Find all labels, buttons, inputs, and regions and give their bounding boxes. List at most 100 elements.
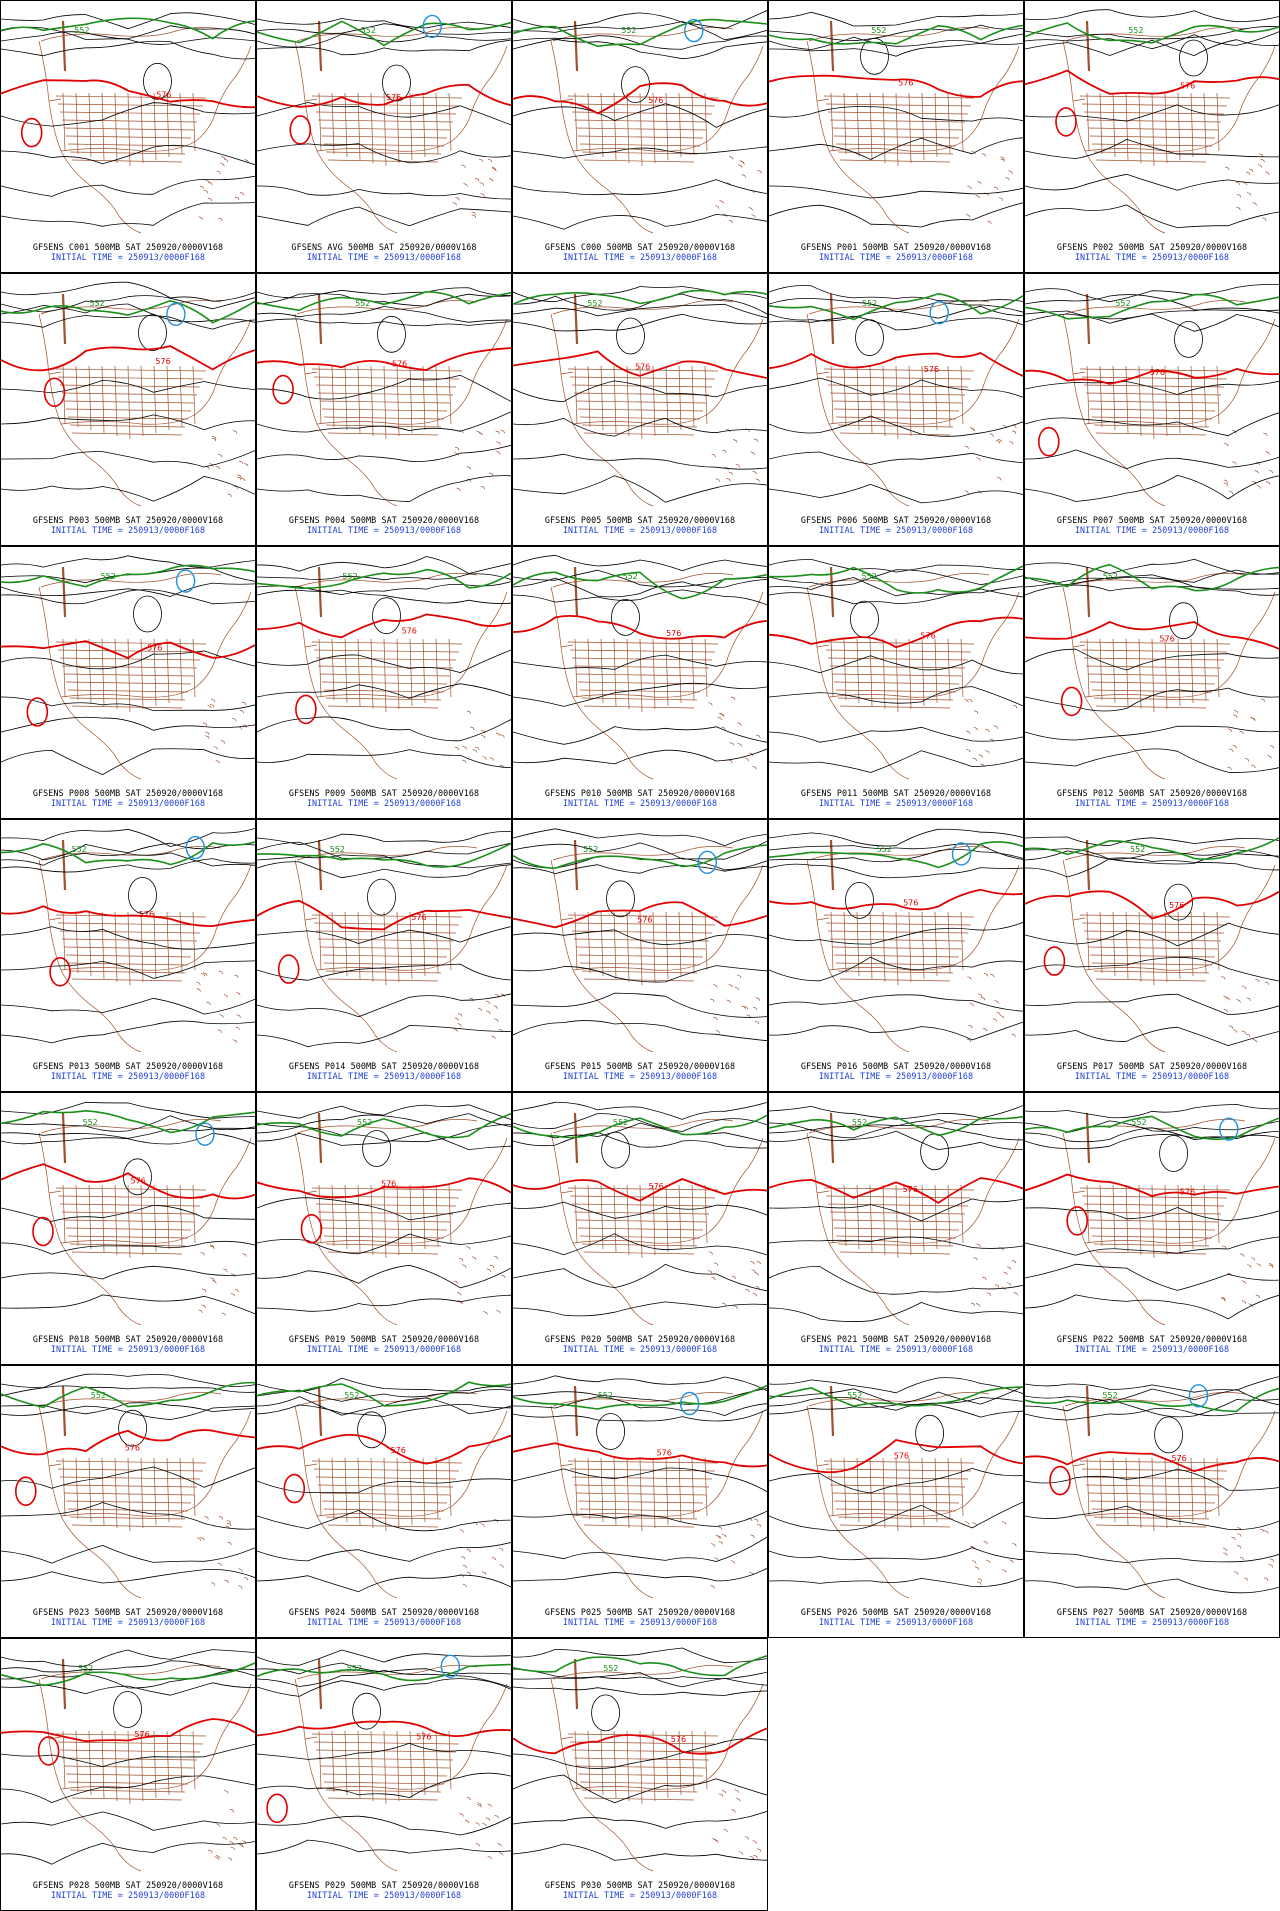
level-label: 500MB	[1118, 242, 1150, 252]
ensemble-panel: 576 552 GFSENS P018 500MB SAT 250920/0000V…	[0, 1092, 256, 1365]
ensemble-panel: 576 552 GFSENS P026 500MB SAT 250920/0000V…	[768, 1365, 1024, 1638]
contour-576-closed	[1055, 107, 1077, 137]
panel-caption-member: GFSENS P003 500MB SAT 250920/0000V168	[1, 515, 255, 525]
height-contour-map: 576 552	[1025, 836, 1279, 1053]
member-name: GFSENS P026	[800, 1607, 863, 1617]
contour-label-576: 576	[134, 1730, 149, 1739]
height-contour-map: 576 552	[257, 287, 511, 507]
contour-label-552: 552	[72, 845, 87, 854]
contour-576	[769, 1177, 1023, 1204]
panel-caption-initial-time: INITIAL TIME = 250913/0000F168	[50, 798, 206, 808]
valid-label: SAT 250920/0000V168	[893, 1061, 992, 1071]
member-name: GFSENS P003	[32, 515, 95, 525]
height-contour-map: 576 552	[1, 1649, 255, 1872]
ensemble-panel: 576 552 GFSENS P020 500MB SAT 250920/0000V…	[512, 1092, 768, 1365]
contour-label-576: 576	[1172, 1454, 1187, 1463]
member-name: GFSENS P009	[288, 788, 351, 798]
contour-552	[513, 1384, 767, 1410]
height-contours	[769, 1377, 1023, 1588]
height-contour-map: 576 552	[513, 828, 767, 1053]
contour-label-576: 576	[402, 626, 417, 635]
contour-label-552: 552	[83, 1118, 98, 1127]
contour-label-576: 576	[649, 1182, 664, 1191]
contour-label-552: 552	[623, 572, 638, 581]
height-contour-map: 576 552	[1025, 9, 1279, 234]
contour-label-576: 576	[1159, 634, 1174, 643]
panel-caption-member: GFSENS P024 500MB SAT 250920/0000V168	[257, 1607, 511, 1617]
contour-576	[1, 905, 255, 928]
contour-label-576: 576	[411, 913, 426, 922]
geography-outline	[294, 20, 508, 234]
valid-label: SAT 250920/0000V168	[893, 1334, 992, 1344]
height-contour-map: 576 552	[769, 558, 1023, 780]
geography-outline	[38, 839, 252, 1053]
level-label: 500MB	[94, 1880, 126, 1890]
contour-552	[257, 1113, 511, 1139]
ensemble-panel: 576 552 GFSENS P002 500MB SAT 250920/0000V…	[1024, 0, 1280, 273]
contour-label-576: 576	[391, 1446, 406, 1455]
contour-label-552: 552	[877, 845, 892, 854]
valid-label: SAT 250920/0000V168	[381, 1061, 480, 1071]
member-name: GFSENS P004	[288, 515, 351, 525]
contour-552	[769, 841, 1023, 869]
contour-552	[513, 18, 767, 48]
level-label: 500MB	[862, 515, 894, 525]
height-contour-map: 576 552	[769, 1105, 1023, 1326]
level-label: 500MB	[350, 1880, 382, 1890]
height-contours	[1, 1649, 255, 1865]
contour-label-576: 576	[1180, 81, 1195, 90]
contour-label-552: 552	[587, 299, 602, 308]
contour-label-576: 576	[903, 898, 918, 907]
contour-label-552: 552	[361, 26, 376, 35]
panel-caption-member: GFSENS C001 500MB SAT 250920/0000V168	[1, 242, 255, 252]
contour-label-552: 552	[355, 299, 370, 308]
contour-label-576: 576	[1169, 901, 1184, 910]
contour-label-552: 552	[871, 26, 886, 35]
contour-576	[513, 901, 767, 929]
contour-576	[769, 352, 1023, 377]
contour-576-closed	[283, 1473, 306, 1504]
member-name: GFSENS P001	[800, 242, 863, 252]
contour-552	[1025, 1387, 1279, 1413]
member-name: GFSENS P006	[800, 515, 863, 525]
height-contours	[257, 287, 511, 503]
ensemble-panel: 576 552 GFSENS P010 500MB SAT 250920/0000V…	[512, 546, 768, 819]
member-name: GFSENS P022	[1056, 1334, 1119, 1344]
height-contours	[1025, 283, 1279, 502]
contour-576-closed	[14, 1476, 37, 1506]
panel-caption-member: GFSENS P029 500MB SAT 250920/0000V168	[257, 1880, 511, 1890]
contour-576	[1, 345, 255, 372]
contour-552	[513, 289, 767, 306]
panel-caption-initial-time: INITIAL TIME = 250913/0000F168	[818, 1071, 974, 1081]
ensemble-panel: 576 552 GFSENS P001 500MB SAT 250920/0000V…	[768, 0, 1024, 273]
contour-label-552: 552	[342, 572, 357, 581]
level-label: 500MB	[606, 1334, 638, 1344]
panel-caption-initial-time: INITIAL TIME = 250913/0000F168	[1074, 1071, 1230, 1081]
contour-label-552: 552	[613, 1118, 628, 1127]
contour-label-552: 552	[347, 1664, 362, 1673]
height-contours	[513, 1647, 767, 1861]
panel-caption-initial-time: INITIAL TIME = 250913/0000F168	[818, 525, 974, 535]
height-contour-map: 576 552	[513, 1647, 767, 1872]
level-label: 500MB	[862, 788, 894, 798]
level-label: 500MB	[606, 515, 638, 525]
ensemble-panel: 576 552 GFSENS P025 500MB SAT 250920/0000V…	[512, 1365, 768, 1638]
valid-label: SAT 250920/0000V168	[125, 1061, 224, 1071]
contour-576	[257, 83, 511, 108]
geography-outline	[294, 293, 508, 507]
ensemble-panel: 576 552 GFSENS P024 500MB SAT 250920/0000V…	[256, 1365, 512, 1638]
height-contours	[513, 286, 767, 503]
contour-label-552: 552	[621, 26, 636, 35]
geography-outline	[38, 1385, 252, 1599]
contour-528	[440, 1654, 461, 1678]
panel-caption-initial-time: INITIAL TIME = 250913/0000F168	[562, 525, 718, 535]
contour-576-closed	[300, 1214, 323, 1244]
height-contour-map: 576 552	[769, 285, 1023, 507]
contour-label-552: 552	[583, 845, 598, 854]
valid-label: SAT 250920/0000V168	[125, 1607, 224, 1617]
valid-label: SAT 250920/0000V168	[125, 1880, 224, 1890]
contour-576	[513, 1178, 767, 1202]
ensemble-panel: 576 552 GFSENS P022 500MB SAT 250920/0000V…	[1024, 1092, 1280, 1365]
panel-caption-member: GFSENS P016 500MB SAT 250920/0000V168	[769, 1061, 1023, 1071]
geography-outline	[294, 1112, 508, 1326]
